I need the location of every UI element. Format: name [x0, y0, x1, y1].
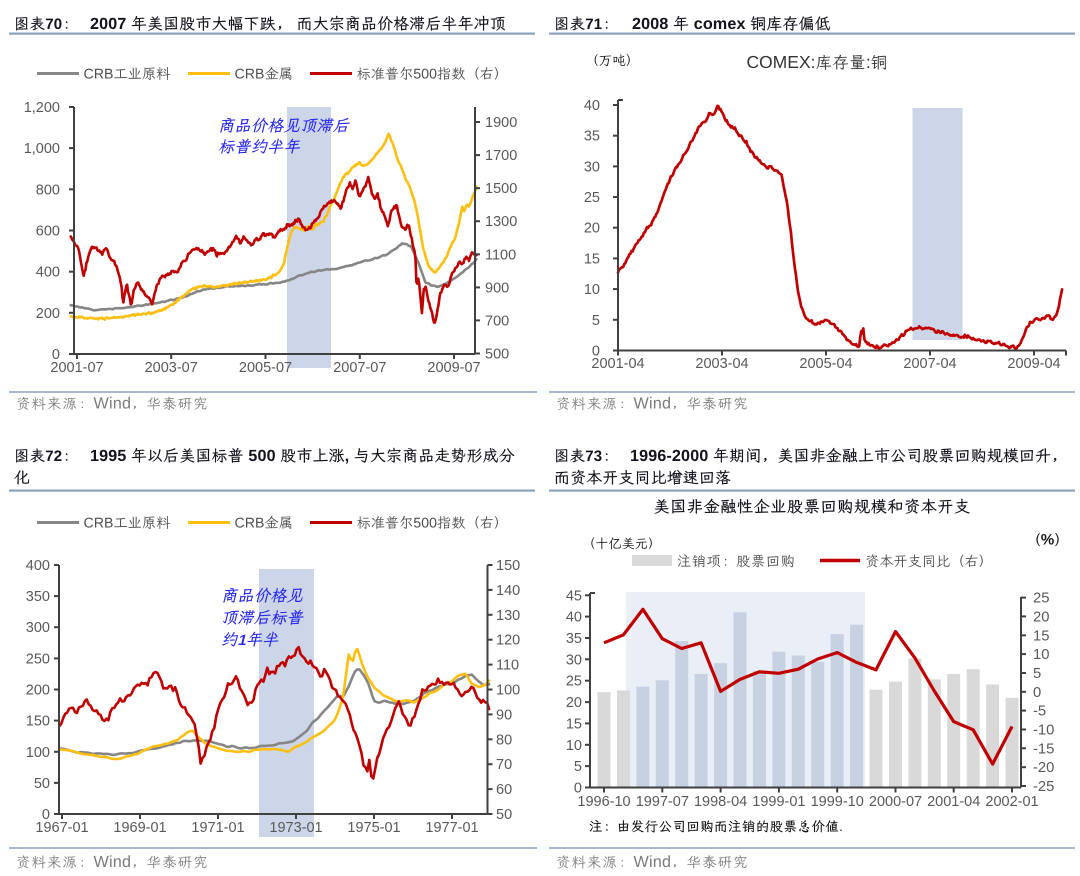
svg-text:40: 40	[566, 610, 582, 626]
svg-text:1975-01: 1975-01	[347, 820, 400, 836]
svg-text:20: 20	[1033, 609, 1049, 625]
svg-text:700: 700	[485, 313, 509, 329]
svg-text:2003-04: 2003-04	[695, 356, 748, 372]
svg-text:400: 400	[36, 265, 60, 281]
svg-text:30: 30	[566, 652, 582, 668]
svg-text:2009-07: 2009-07	[427, 360, 480, 376]
svg-text:10: 10	[566, 738, 582, 754]
svg-text:60: 60	[496, 782, 512, 798]
svg-text:25: 25	[584, 190, 600, 206]
svg-text:2001-07: 2001-07	[50, 360, 103, 376]
svg-text:2001-04: 2001-04	[927, 794, 980, 810]
svg-text:1100: 1100	[485, 247, 516, 263]
svg-text:70: 70	[496, 757, 512, 773]
svg-text:35: 35	[584, 129, 600, 145]
svg-text:5: 5	[574, 759, 582, 775]
svg-text:120: 120	[496, 633, 520, 649]
svg-text:25: 25	[566, 674, 582, 690]
svg-text:1996-10: 1996-10	[577, 794, 630, 810]
svg-text:15: 15	[584, 251, 600, 267]
svg-text:40: 40	[584, 98, 600, 114]
svg-text:1300: 1300	[485, 214, 517, 230]
svg-text:20: 20	[566, 695, 582, 711]
svg-text:1973-01: 1973-01	[269, 820, 322, 836]
svg-text:100: 100	[26, 745, 50, 761]
svg-text:35: 35	[566, 631, 582, 647]
svg-text:-5: -5	[1033, 704, 1046, 720]
svg-text:1999-10: 1999-10	[811, 794, 864, 810]
svg-text:10: 10	[584, 282, 600, 298]
svg-text:150: 150	[26, 714, 50, 730]
svg-text:2005-07: 2005-07	[239, 360, 292, 376]
svg-text:15: 15	[1033, 628, 1049, 644]
svg-text:1967-01: 1967-01	[35, 820, 88, 836]
svg-text:1998-04: 1998-04	[694, 794, 747, 810]
svg-text:1969-01: 1969-01	[113, 820, 166, 836]
svg-text:2002-01: 2002-01	[985, 794, 1038, 810]
svg-text:110: 110	[496, 658, 519, 674]
svg-text:1999-01: 1999-01	[752, 794, 805, 810]
svg-text:200: 200	[26, 683, 50, 699]
svg-text:1971-01: 1971-01	[191, 820, 244, 836]
svg-text:1,200: 1,200	[24, 100, 60, 116]
svg-text:200: 200	[36, 306, 60, 322]
svg-text:250: 250	[26, 651, 50, 667]
svg-text:500: 500	[485, 347, 509, 363]
svg-text:350: 350	[26, 589, 50, 605]
svg-text:20: 20	[584, 221, 600, 237]
svg-text:10: 10	[1033, 647, 1049, 663]
svg-text:400: 400	[26, 558, 50, 574]
svg-text:2007-07: 2007-07	[333, 360, 386, 376]
svg-text:45: 45	[566, 588, 582, 604]
svg-text:5: 5	[1033, 666, 1041, 682]
svg-text:25: 25	[1033, 591, 1049, 607]
svg-text:5: 5	[592, 313, 600, 329]
svg-text:100: 100	[496, 683, 520, 699]
svg-text:1900: 1900	[485, 115, 517, 131]
svg-text:0: 0	[42, 807, 50, 823]
svg-text:600: 600	[36, 224, 60, 240]
svg-text:90: 90	[496, 707, 512, 723]
svg-text:800: 800	[36, 182, 60, 198]
svg-text:0: 0	[592, 344, 600, 360]
svg-text:-15: -15	[1033, 741, 1054, 757]
svg-text:150: 150	[496, 558, 520, 574]
svg-text:0: 0	[574, 781, 582, 797]
svg-text:1500: 1500	[485, 181, 517, 197]
svg-text:1,000: 1,000	[24, 141, 60, 157]
svg-text:1997-07: 1997-07	[636, 794, 689, 810]
svg-text:130: 130	[496, 608, 520, 624]
svg-text:80: 80	[496, 732, 512, 748]
svg-text:0: 0	[1033, 685, 1041, 701]
svg-text:15: 15	[566, 716, 582, 732]
svg-text:140: 140	[496, 583, 520, 599]
svg-text:1700: 1700	[485, 148, 517, 164]
svg-text:50: 50	[496, 807, 512, 823]
svg-text:900: 900	[485, 280, 509, 296]
svg-text:1977-01: 1977-01	[425, 820, 478, 836]
svg-text:2005-04: 2005-04	[799, 356, 852, 372]
svg-text:-10: -10	[1033, 723, 1054, 739]
svg-text:2007-04: 2007-04	[903, 356, 956, 372]
svg-text:300: 300	[26, 620, 50, 636]
svg-text:-25: -25	[1033, 779, 1054, 795]
svg-text:-20: -20	[1033, 760, 1054, 776]
svg-text:0: 0	[52, 347, 60, 363]
svg-text:30: 30	[584, 159, 600, 175]
svg-text:2003-07: 2003-07	[145, 360, 198, 376]
svg-text:2001-04: 2001-04	[591, 356, 644, 372]
svg-text:2009-04: 2009-04	[1007, 356, 1060, 372]
svg-text:2000-07: 2000-07	[869, 794, 922, 810]
svg-text:50: 50	[34, 776, 50, 792]
